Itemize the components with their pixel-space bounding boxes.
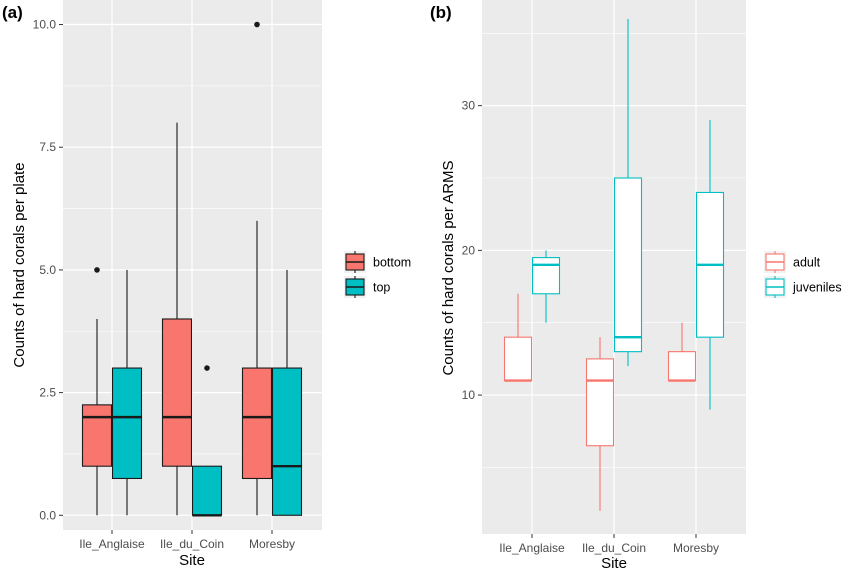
box-top-Moresby xyxy=(271,269,303,516)
panel-a-boxes xyxy=(81,21,303,517)
box-bottom-Ile_Anglaise xyxy=(81,267,113,516)
box-bottom-Moresby xyxy=(241,21,273,516)
y-tick-label: 10.0 xyxy=(33,18,57,32)
x-tick-label: Ile_Anglaise xyxy=(499,541,565,555)
y-tick-label: 2.5 xyxy=(39,386,56,400)
panel-b-y-ticks: 10 20 30 xyxy=(462,99,482,402)
box-body xyxy=(271,367,303,516)
panel-b: 10 20 30 Ile_Anglaise Ile_du_Coin Moresby (b… xyxy=(430,0,842,569)
y-tick-label: 30 xyxy=(462,99,476,113)
outlier-point xyxy=(204,365,210,371)
panel-b-boxes xyxy=(503,18,725,511)
legend-label-bottom: bottom xyxy=(373,256,411,270)
legend-label-juveniles: juveniles xyxy=(792,281,842,295)
y-tick-label: 0.0 xyxy=(39,508,56,522)
panel-b-x-ticks: Ile_Anglaise Ile_du_Coin Moresby xyxy=(499,534,719,555)
box-body xyxy=(81,404,113,467)
outlier-point xyxy=(254,21,260,28)
y-tick-label: 20 xyxy=(462,243,476,257)
box-body xyxy=(161,318,193,467)
box-juveniles-Ile_Anglaise xyxy=(531,250,561,323)
x-tick-label: Ile_Anglaise xyxy=(79,537,145,551)
panel-a: 0.0 2.5 5.0 7.5 10.0 Ile_Anglaise Ile_du_Coin… xyxy=(2,0,411,569)
box-body xyxy=(111,367,143,480)
box-body xyxy=(531,257,561,295)
box-body xyxy=(585,358,615,447)
panel-a-x-ticks: Ile_Anglaise Ile_du_Coin Moresby xyxy=(79,530,295,551)
box-body xyxy=(667,351,697,382)
panel-a-y-ticks: 0.0 2.5 5.0 7.5 10.0 xyxy=(33,18,63,522)
box-top-Ile_du_Coin xyxy=(191,365,223,517)
panel-b-legend: adult juveniles xyxy=(764,251,842,298)
legend-label-top: top xyxy=(373,281,390,295)
box-bottom-Ile_du_Coin xyxy=(161,122,193,516)
box-body xyxy=(613,177,643,353)
panel-b-x-axis-title: Site xyxy=(601,555,627,569)
box-adult-Ile_du_Coin xyxy=(585,337,615,511)
box-body xyxy=(191,465,223,516)
x-tick-label: Moresby xyxy=(673,541,719,555)
x-tick-label: Ile_du_Coin xyxy=(582,541,646,555)
x-tick-label: Moresby xyxy=(249,537,295,551)
box-juveniles-Ile_du_Coin xyxy=(613,18,643,367)
panel-a-label: (a) xyxy=(2,3,23,22)
legend-label-adult: adult xyxy=(793,256,821,270)
panel-a-legend: bottom top xyxy=(344,251,411,298)
y-tick-label: 10 xyxy=(462,388,476,402)
panel-a-x-axis-title: Site xyxy=(179,552,205,569)
box-juveniles-Moresby xyxy=(695,120,725,410)
panel-b-label: (b) xyxy=(430,3,452,22)
x-tick-label: Ile_du_Coin xyxy=(160,537,224,551)
panel-b-y-axis-title: Counts of hard corals per ARMS xyxy=(440,160,457,375)
box-body xyxy=(241,367,273,480)
y-tick-label: 5.0 xyxy=(39,263,56,277)
box-top-Ile_Anglaise xyxy=(111,269,143,516)
y-tick-label: 7.5 xyxy=(39,140,56,154)
outlier-point xyxy=(94,267,100,273)
box-adult-Moresby xyxy=(667,322,697,382)
box-body xyxy=(503,336,533,382)
panel-a-y-axis-title: Counts of hard corals per plate xyxy=(11,162,28,367)
box-adult-Ile_Anglaise xyxy=(503,293,533,382)
